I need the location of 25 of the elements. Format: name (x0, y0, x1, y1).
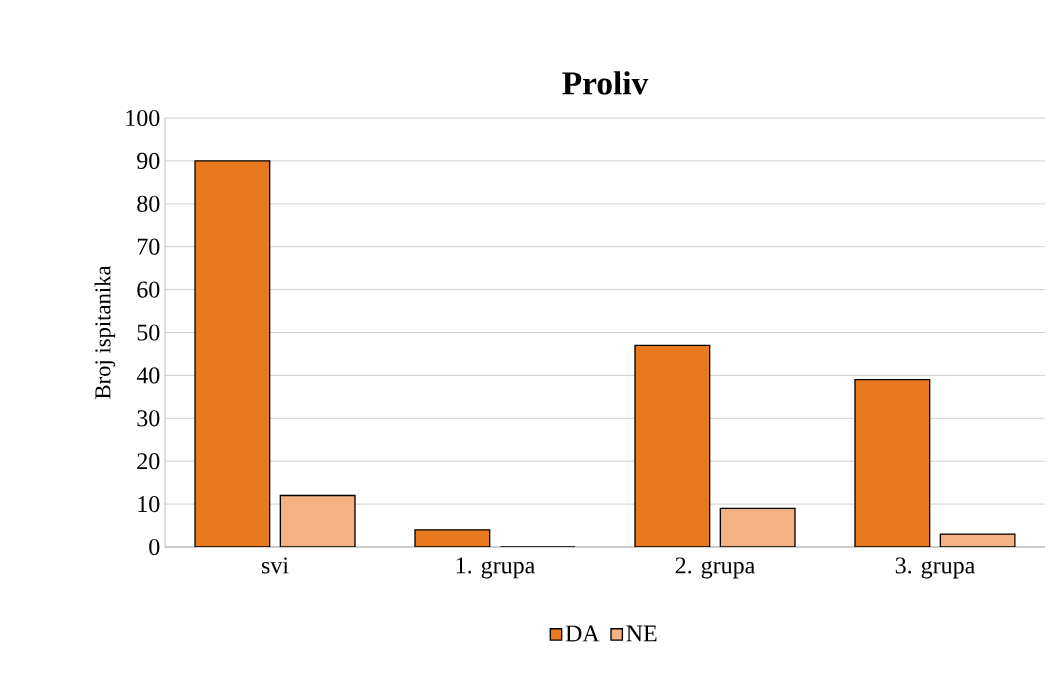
bar (194, 160, 271, 547)
y-tick-label: 10 (138, 495, 160, 513)
y-tick-label: 100 (126, 109, 160, 127)
y-tick-label: 70 (137, 238, 160, 255)
bar (719, 507, 796, 547)
y-tick-label: 30 (137, 410, 160, 427)
y-axis-title: Broj ispitanika (94, 265, 116, 399)
x-tick-label: 1. grupa (456, 557, 535, 579)
bar (634, 344, 711, 547)
y-tick-label: 60 (137, 281, 160, 298)
x-tick-label: svi (261, 557, 289, 574)
x-tick-label: 2. grupa (675, 557, 755, 579)
y-tick-label: 50 (137, 324, 160, 341)
y-tick-label: 90 (137, 152, 160, 169)
x-tick-label: 3. grupa (895, 557, 975, 579)
chart-title: Proliv (562, 71, 649, 95)
bar (854, 379, 931, 547)
y-tick-label: 40 (136, 367, 160, 384)
y-tick-label: 0 (149, 538, 160, 556)
bar (279, 494, 356, 547)
y-tick-label: 80 (137, 195, 160, 212)
bar (414, 529, 491, 547)
legend-label: DA (565, 625, 600, 642)
y-tick-label: 20 (137, 453, 160, 470)
legend-label: NE (626, 625, 657, 642)
